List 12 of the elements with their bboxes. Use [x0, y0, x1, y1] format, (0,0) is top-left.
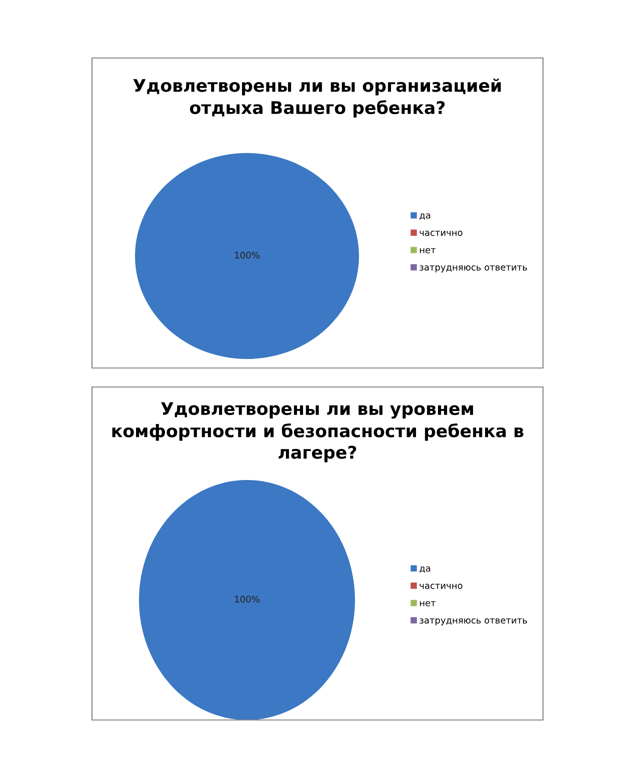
- chart-title: Удовлетворены ли вы организацией отдыха Вашего ребенка?: [133, 78, 501, 118]
- legend-label: нет: [420, 601, 436, 606]
- legend-label: частично: [420, 230, 462, 236]
- legend-label: нет: [420, 248, 436, 254]
- legend-label: частично: [420, 584, 462, 589]
- legend-label: да: [420, 213, 430, 220]
- data-label: 100%: [235, 596, 260, 603]
- chart-title: Удовлетворены ли вы уровнем комфортности и безопасности ребенка в лагере?: [112, 402, 524, 462]
- data-label: 100%: [235, 252, 260, 259]
- legend-label: затрудняюсь ответить: [420, 265, 527, 272]
- legend-label: да: [420, 566, 430, 573]
- legend-label: затрудняюсь ответить: [420, 618, 527, 626]
